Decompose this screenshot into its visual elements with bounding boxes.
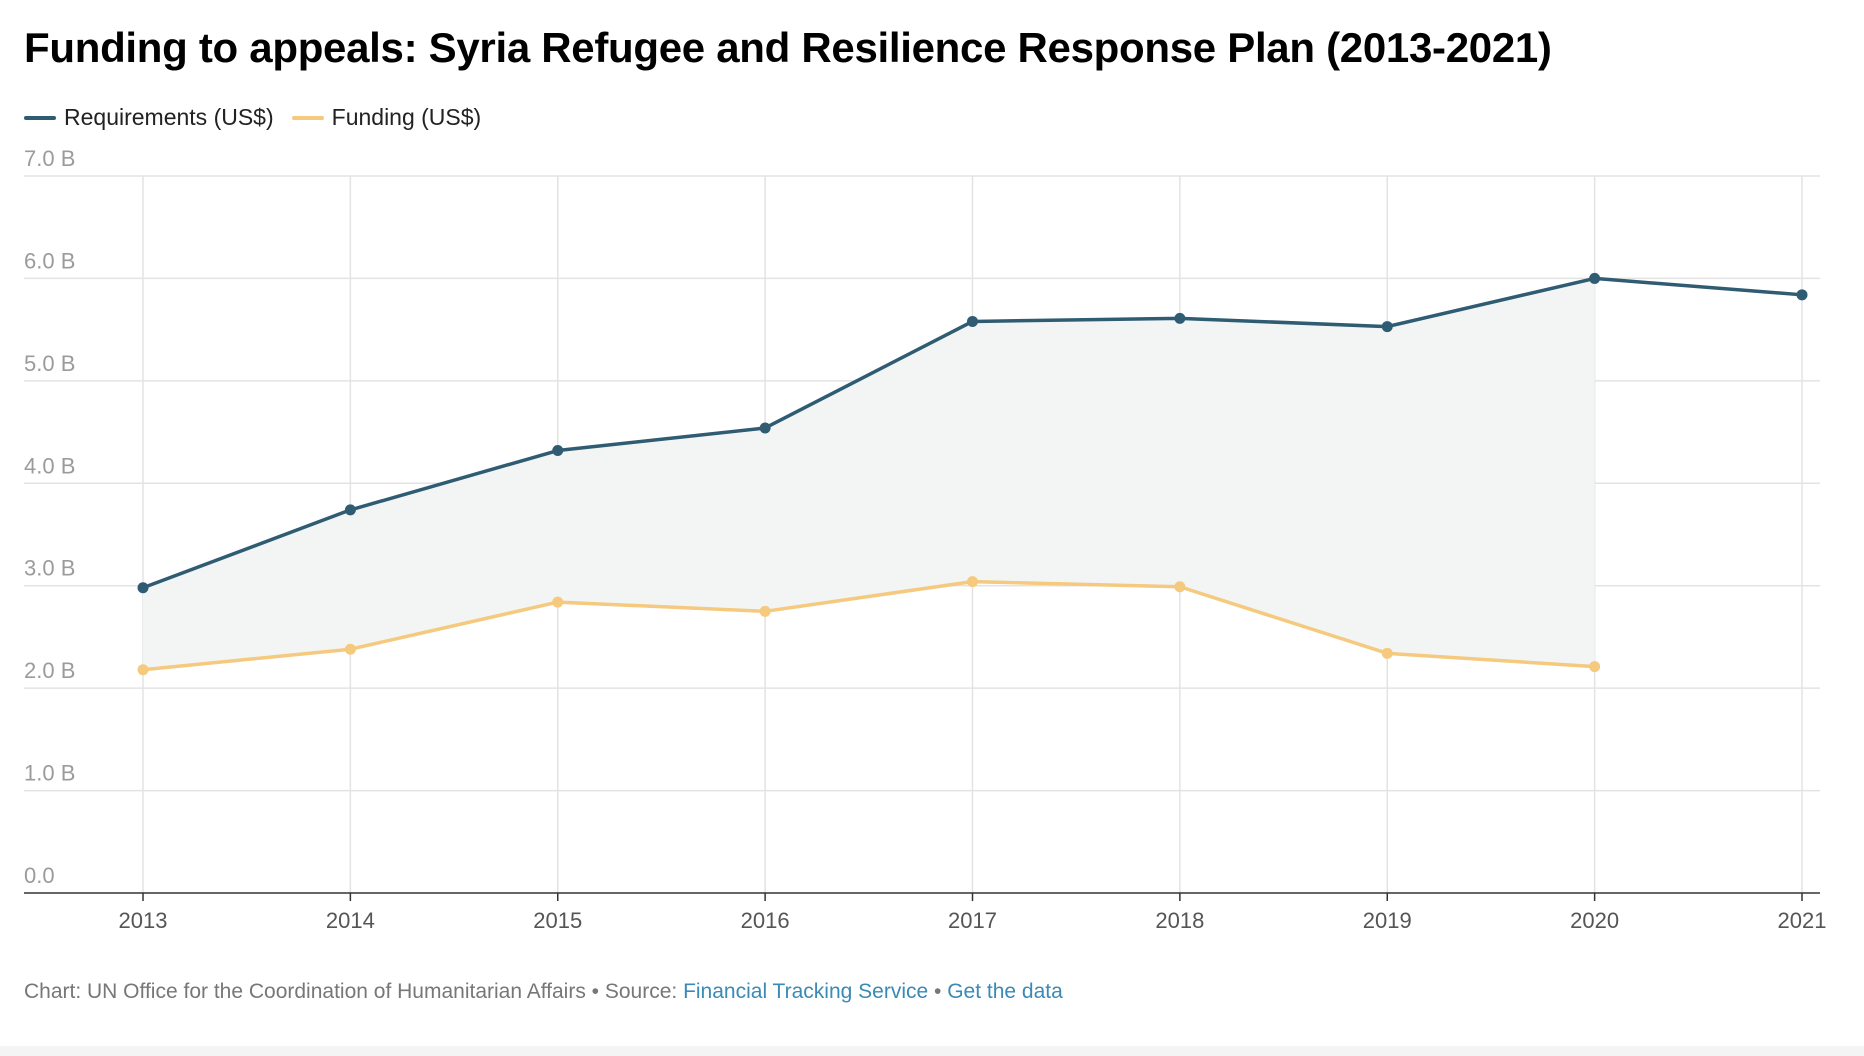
x-tick-label: 2013 [119,908,168,933]
legend-label-requirements: Requirements (US$) [64,104,274,130]
series-line-funding [142,579,1595,672]
footer-credit: Chart: UN Office for the Coordination of… [24,980,684,1003]
data-point-requirements [1174,312,1186,324]
y-tick-label: 3.0 B [24,556,75,581]
y-tick-label: 1.0 B [24,761,75,786]
y-tick-label: 6.0 B [24,248,75,273]
x-tick-label: 2018 [1155,908,1204,933]
y-tick-label: 2.0 B [24,658,75,683]
data-point-funding [344,643,356,655]
data-point-funding [759,605,771,617]
y-tick-label: 7.0 B [24,146,75,171]
data-point-requirements [552,445,564,457]
get-data-link[interactable]: Get the data [947,980,1063,1003]
x-tick-label: 2016 [741,908,790,933]
data-point-requirements [1589,272,1601,284]
data-point-requirements [967,315,978,327]
data-point-funding [967,576,978,588]
x-tick-label: 2019 [1363,908,1412,933]
data-point-funding [552,596,564,608]
legend-item-funding[interactable]: Funding (US$) [291,104,482,131]
data-point-requirements [137,582,149,594]
data-point-funding [1381,647,1393,659]
chart-legend: Requirements (US$) Funding (US$) [24,104,499,131]
footer-separator: • [928,980,948,1003]
line-chart: 0.0 1.0 B 2.0 B 3.0 B 4.0 B 5.0 B 6.0 B 7.0 B 20… [24,146,1827,933]
source-link[interactable]: Financial Tracking Service [683,980,929,1003]
data-point-funding [137,664,149,676]
chart-title: Funding to appeals: Syria Refugee and Re… [24,24,1552,71]
legend-swatch-requirements [24,115,56,120]
x-tick-label: 2017 [948,908,997,933]
x-tick-label: 2021 [1778,908,1827,933]
x-tick-label: 2020 [1570,908,1619,933]
data-point-funding [1589,661,1601,673]
data-point-funding [1174,581,1186,593]
data-point-requirements [759,422,771,434]
legend-label-funding: Funding (US$) [331,104,482,130]
y-tick-label: 5.0 B [24,351,75,376]
legend-item-requirements[interactable]: Requirements (US$) [24,104,274,131]
legend-swatch-funding [291,115,324,120]
x-tick-label: 2015 [533,908,582,933]
y-tick-label: 0.0 [24,863,55,888]
data-point-requirements [344,504,356,516]
data-point-requirements [1381,321,1393,333]
data-point-requirements [1796,289,1808,301]
gap-area [143,278,1595,670]
y-tick-label: 4.0 B [24,453,75,478]
chart-footer: Chart: UN Office for the Coordination of… [24,980,1063,1004]
x-tick-label: 2014 [326,908,375,933]
